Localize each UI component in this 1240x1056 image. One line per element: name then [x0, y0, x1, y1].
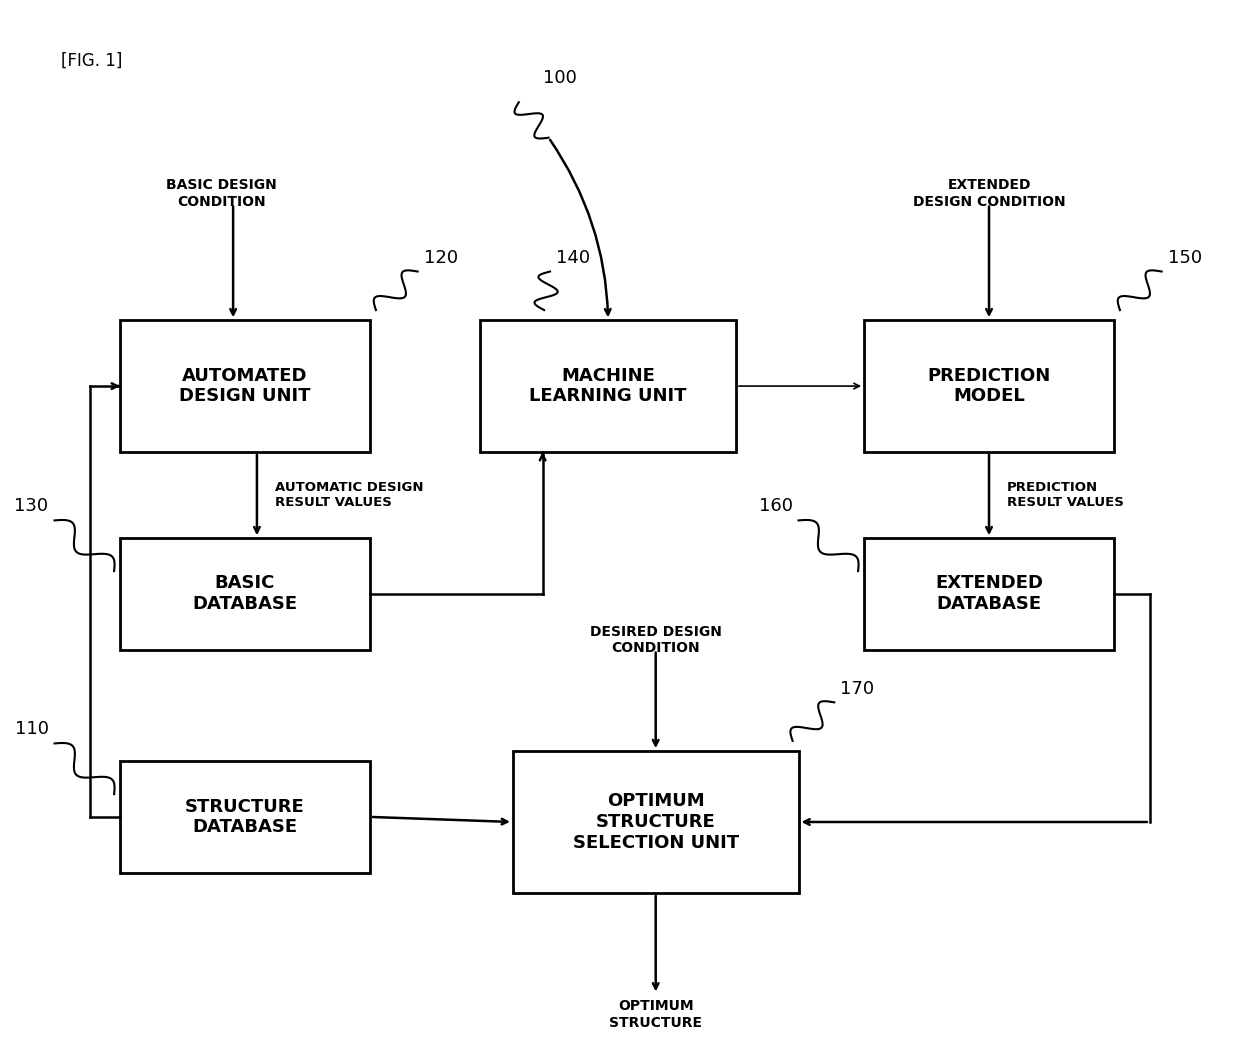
Text: DESIRED DESIGN
CONDITION: DESIRED DESIGN CONDITION: [590, 624, 722, 655]
Bar: [120, 761, 370, 872]
Text: AUTOMATIC DESIGN
RESULT VALUES: AUTOMATIC DESIGN RESULT VALUES: [275, 482, 423, 509]
Text: 130: 130: [15, 497, 48, 515]
Bar: [120, 320, 370, 452]
Bar: [513, 751, 799, 893]
Text: BASIC DESIGN
CONDITION: BASIC DESIGN CONDITION: [166, 178, 277, 209]
Text: BASIC
DATABASE: BASIC DATABASE: [192, 574, 298, 614]
Text: OPTIMUM
STRUCTURE
SELECTION UNIT: OPTIMUM STRUCTURE SELECTION UNIT: [573, 792, 739, 852]
Bar: [120, 539, 370, 649]
Text: 170: 170: [841, 680, 874, 698]
Text: 100: 100: [543, 69, 577, 87]
Text: OPTIMUM
STRUCTURE: OPTIMUM STRUCTURE: [609, 999, 702, 1030]
Bar: [480, 320, 737, 452]
Text: STRUCTURE
DATABASE: STRUCTURE DATABASE: [185, 797, 305, 836]
Bar: [864, 539, 1114, 649]
Text: PREDICTION
MODEL: PREDICTION MODEL: [928, 366, 1050, 406]
Text: PREDICTION
RESULT VALUES: PREDICTION RESULT VALUES: [1007, 482, 1123, 509]
Bar: [864, 320, 1114, 452]
Text: 150: 150: [1168, 249, 1202, 267]
Text: 110: 110: [15, 720, 48, 738]
Text: [FIG. 1]: [FIG. 1]: [61, 52, 122, 70]
Text: EXTENDED
DATABASE: EXTENDED DATABASE: [935, 574, 1043, 614]
Text: MACHINE
LEARNING UNIT: MACHINE LEARNING UNIT: [529, 366, 687, 406]
Text: 160: 160: [759, 497, 792, 515]
Text: AUTOMATED
DESIGN UNIT: AUTOMATED DESIGN UNIT: [180, 366, 311, 406]
Text: 120: 120: [424, 249, 458, 267]
Text: 140: 140: [556, 249, 590, 267]
Text: EXTENDED
DESIGN CONDITION: EXTENDED DESIGN CONDITION: [913, 178, 1065, 209]
